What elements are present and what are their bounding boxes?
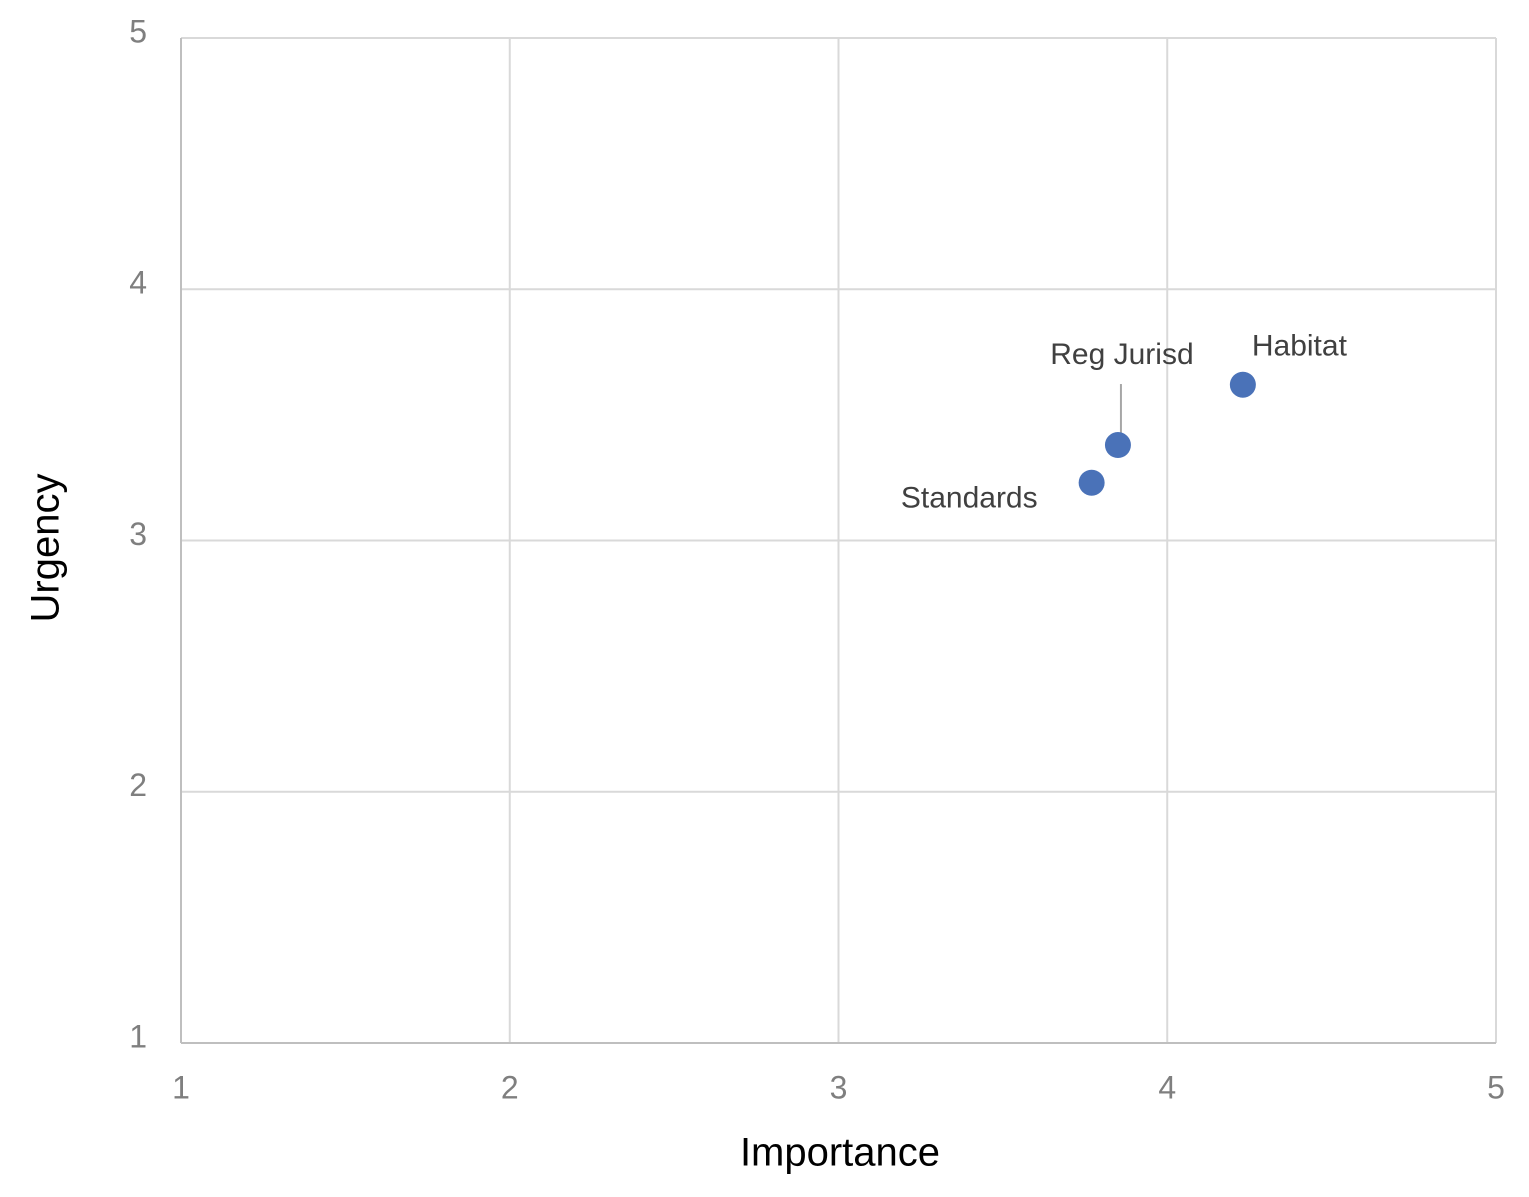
point-label: Reg Jurisd: [1050, 338, 1193, 371]
point: [1078, 469, 1105, 496]
x-tick-label: 4: [1158, 1069, 1176, 1105]
y-tick-label: 2: [129, 767, 147, 803]
point-label: Habitat: [1252, 330, 1348, 363]
y-tick-label: 4: [129, 265, 147, 301]
point-label: Standards: [901, 482, 1038, 515]
x-tick-label: 3: [830, 1069, 848, 1105]
y-tick-label: 3: [129, 516, 147, 552]
x-axis-title: Importance: [740, 1131, 940, 1175]
x-tick-label: 2: [501, 1069, 519, 1105]
y-tick-label: 1: [129, 1018, 147, 1054]
x-tick-label: 1: [172, 1069, 190, 1105]
x-tick-label: 5: [1487, 1069, 1505, 1105]
point: [1229, 371, 1256, 398]
y-tick-label: 5: [129, 13, 147, 49]
y-axis-title: Urgency: [24, 474, 68, 623]
point: [1104, 432, 1131, 459]
